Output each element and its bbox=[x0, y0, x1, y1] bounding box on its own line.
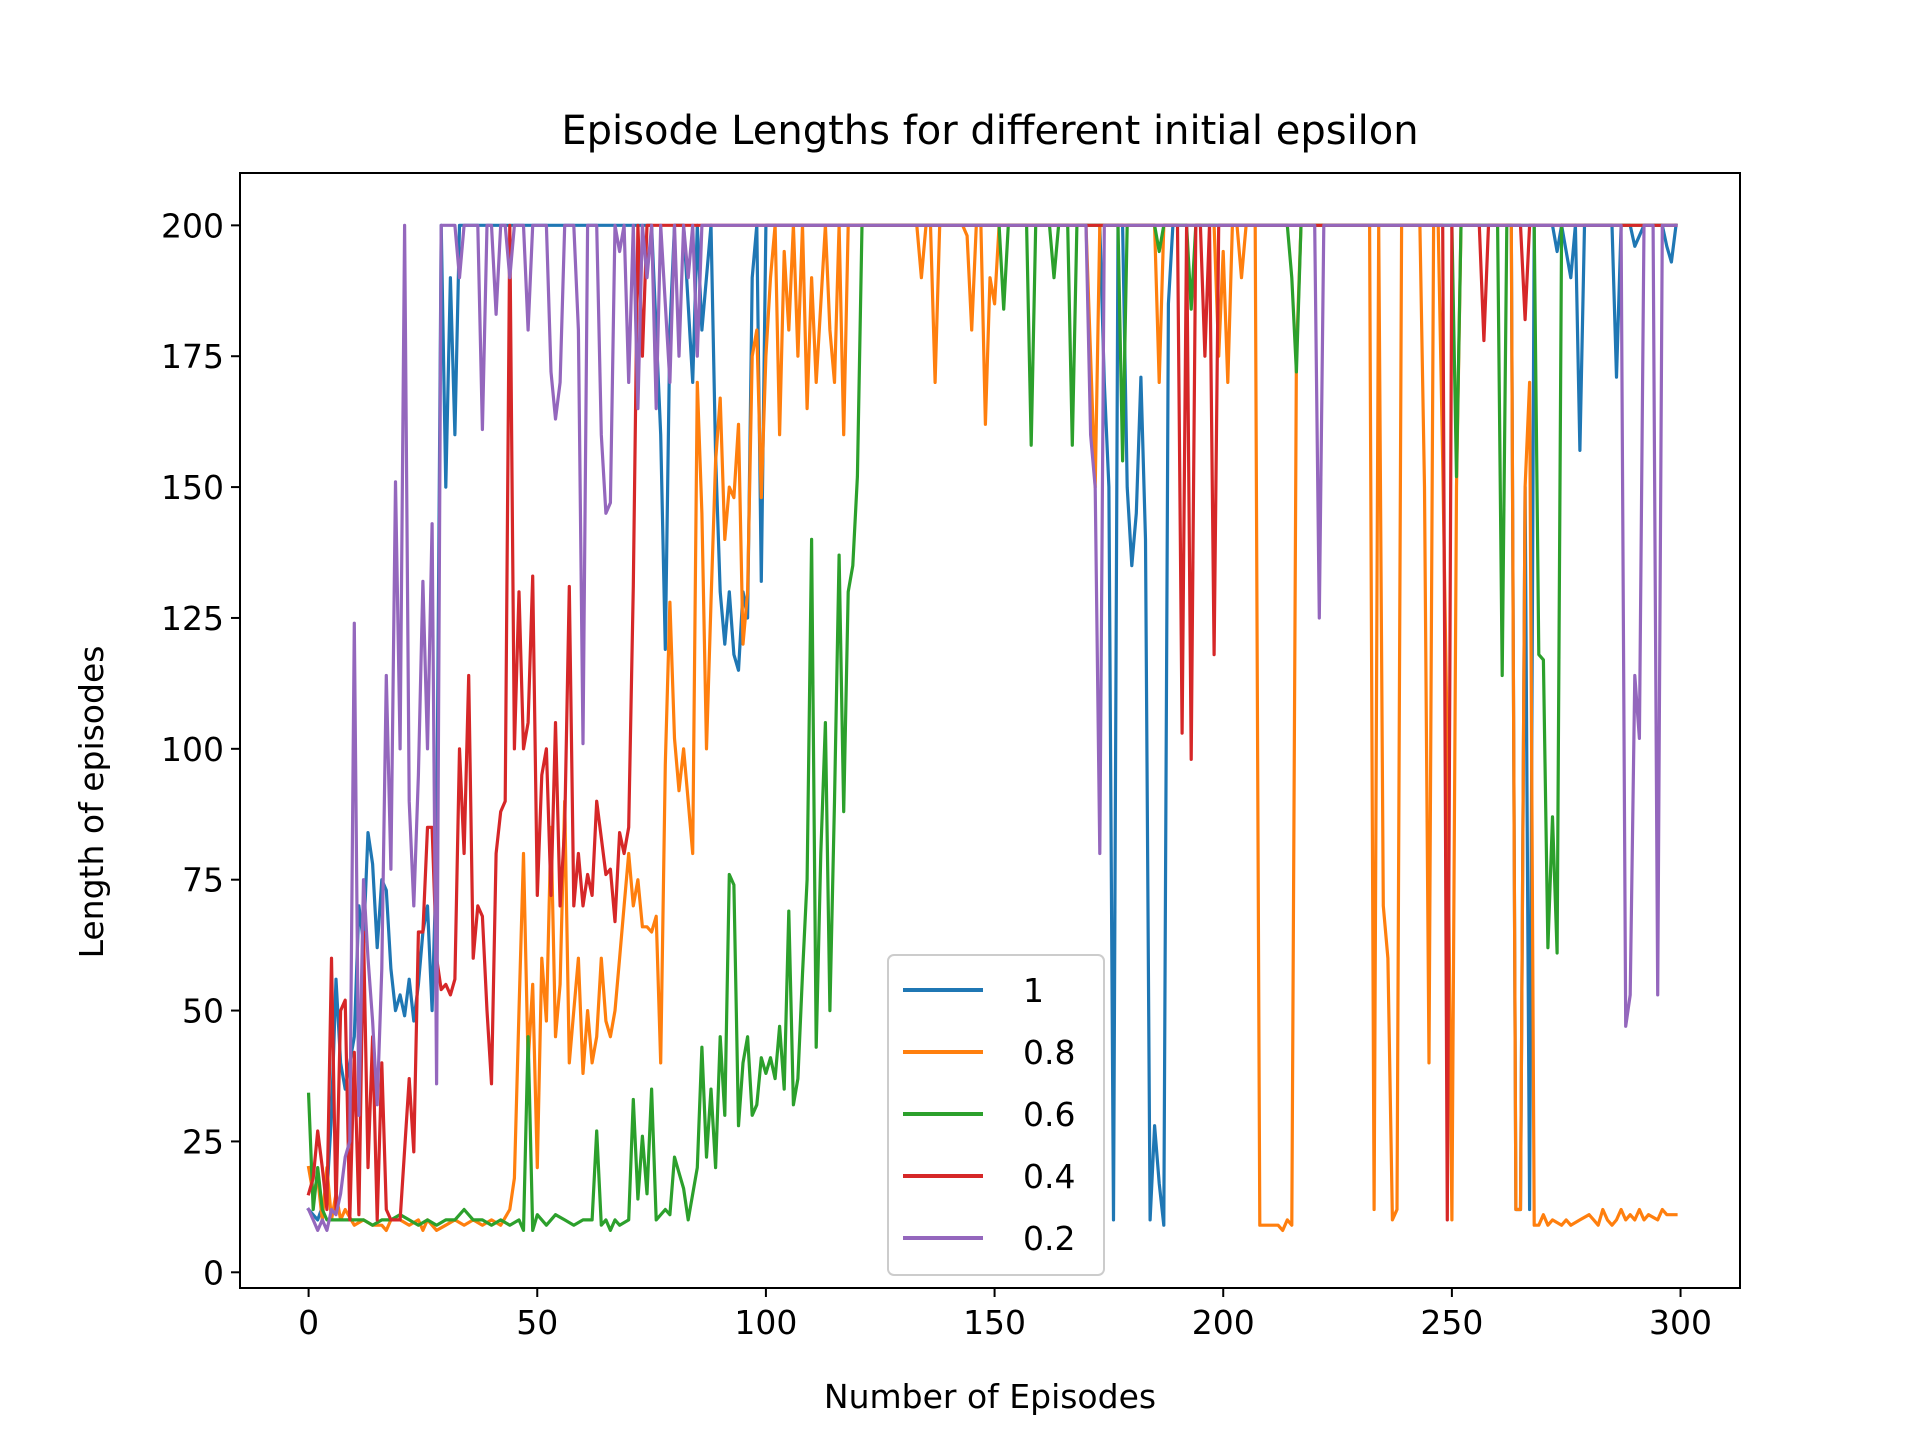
legend-box bbox=[887, 954, 1105, 1276]
legend-label-3: 0.4 bbox=[1023, 1157, 1075, 1196]
legend-label-0: 1 bbox=[1023, 971, 1044, 1010]
y-tick-label: 75 bbox=[182, 861, 224, 900]
y-tick-label: 0 bbox=[203, 1253, 224, 1292]
y-tick-label: 200 bbox=[161, 206, 224, 245]
y-tick-label: 25 bbox=[182, 1122, 224, 1161]
y-tick-label: 50 bbox=[182, 992, 224, 1031]
y-axis-label: Length of episodes bbox=[72, 646, 111, 959]
y-tick-label: 175 bbox=[161, 337, 224, 376]
x-axis-label: Number of Episodes bbox=[824, 1377, 1156, 1416]
x-axis-ticks: 0 50 100 150 200 250 300 bbox=[298, 1288, 1712, 1342]
legend: 1 0.8 0.6 0.4 0.2 bbox=[887, 954, 1105, 1276]
x-tick-label: 150 bbox=[963, 1303, 1026, 1342]
plot-frame bbox=[239, 172, 1741, 1289]
x-tick-label: 0 bbox=[298, 1303, 319, 1342]
x-tick-label: 200 bbox=[1192, 1303, 1255, 1342]
legend-label-2: 0.6 bbox=[1023, 1095, 1075, 1134]
y-tick-label: 100 bbox=[161, 730, 224, 769]
chart-title: Episode Lengths for different initial ep… bbox=[561, 108, 1418, 154]
legend-label-1: 0.8 bbox=[1023, 1033, 1075, 1072]
x-tick-label: 300 bbox=[1649, 1303, 1712, 1342]
y-tick-label: 125 bbox=[161, 599, 224, 638]
x-tick-label: 50 bbox=[516, 1303, 558, 1342]
x-tick-label: 250 bbox=[1420, 1303, 1483, 1342]
y-axis-ticks: 0 25 50 75 100 125 150 175 200 bbox=[161, 206, 240, 1292]
y-tick-label: 150 bbox=[161, 468, 224, 507]
x-tick-label: 100 bbox=[734, 1303, 797, 1342]
series-line-4 bbox=[306, 223, 1678, 1232]
series-layer bbox=[306, 223, 1678, 1232]
legend-label-4: 0.2 bbox=[1023, 1219, 1075, 1258]
